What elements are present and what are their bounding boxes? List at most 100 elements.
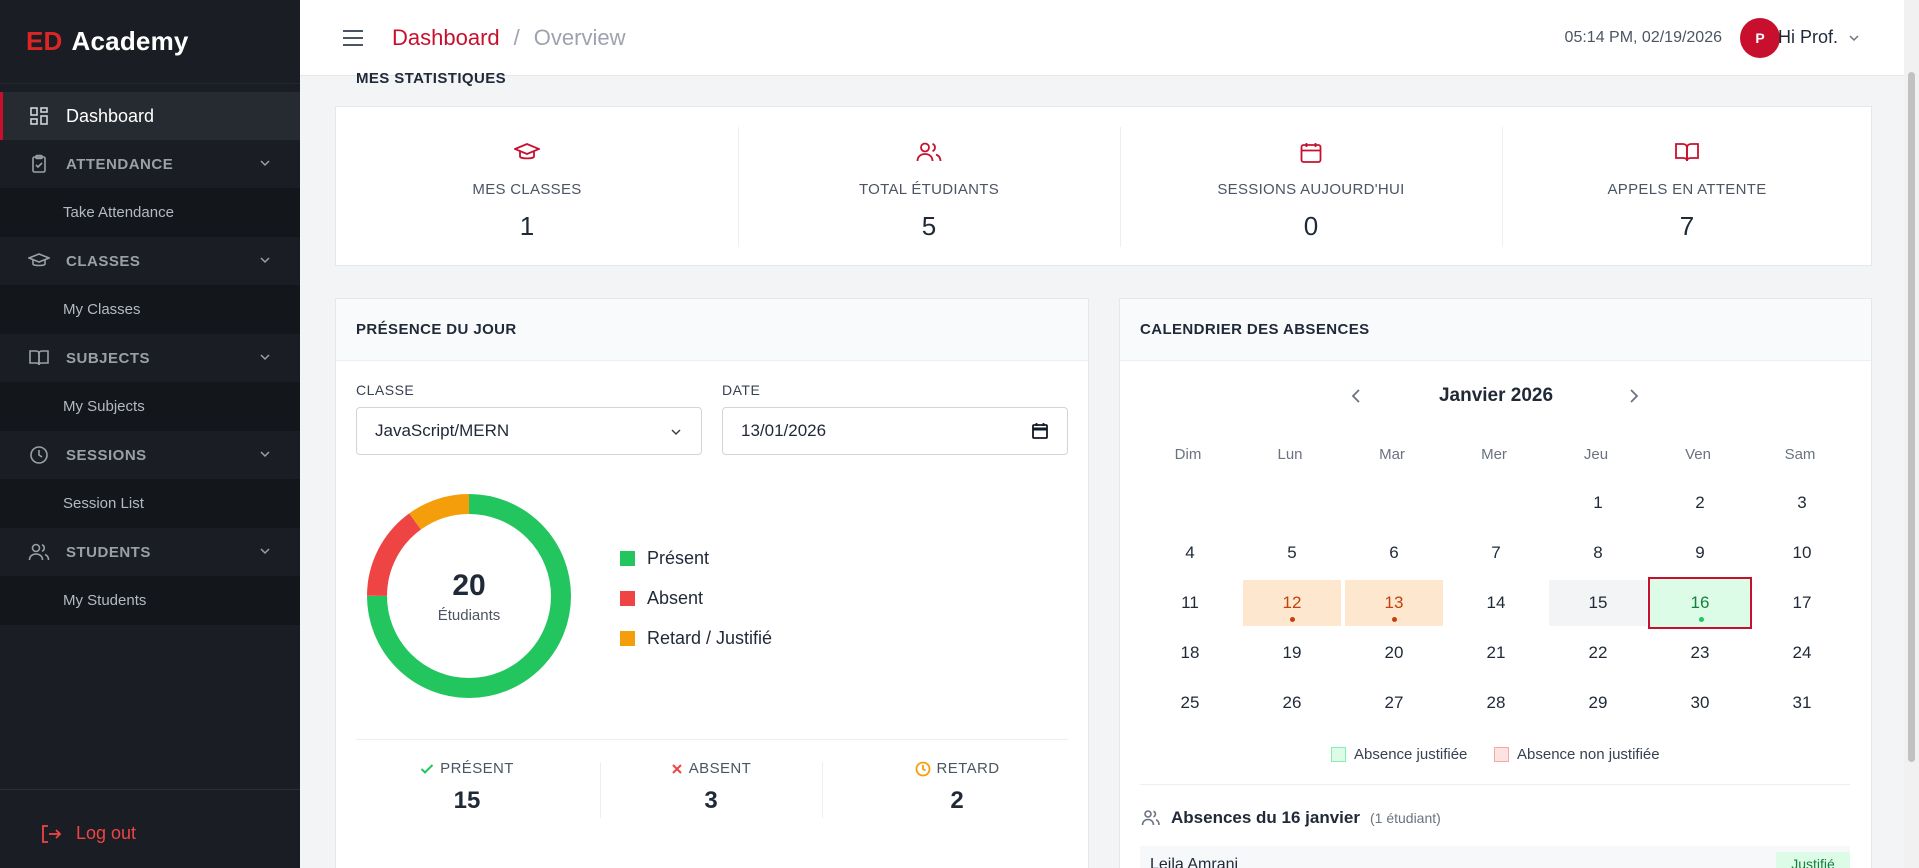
sidebar-section-sessions[interactable]: SESSIONS [0,431,300,479]
stat-divider [738,127,739,247]
summary-present-header: PRÉSENT [356,760,578,777]
calendar-month: Janvier 2026 [1438,385,1554,406]
menu-icon[interactable] [342,29,364,47]
calendar-day[interactable]: 1 [1593,493,1603,512]
calendar-day[interactable]: 26 [1282,693,1302,712]
legend-swatch [1331,747,1346,762]
summary-late-label: RETARD [936,760,1000,777]
legend-swatch [620,631,635,646]
calendar-day[interactable]: 22 [1588,643,1608,662]
calendar-day[interactable]: 14 [1486,593,1506,612]
date-label: DATE [722,382,761,398]
sidebar-item-my-students[interactable]: My Students [0,576,300,625]
sidebar-section-classes[interactable]: CLASSES [0,237,300,285]
calendar-day[interactable]: 21 [1486,643,1506,662]
breadcrumb-dashboard[interactable]: Dashboard [392,24,500,50]
next-month-button[interactable] [1626,388,1640,409]
sidebar-section-label: CLASSES [66,252,141,270]
brand-logo[interactable]: ED Academy [0,0,300,84]
legend-late: Retard / Justifié [620,628,772,649]
stat-total-students: TOTAL ÉTUDIANTS 5 [738,107,1120,267]
sidebar-section-subjects[interactable]: SUBJECTS [0,334,300,382]
sidebar-section-students[interactable]: STUDENTS [0,528,300,576]
calendar-day[interactable]: 6 [1389,543,1399,562]
calendar-icon[interactable] [1031,422,1049,440]
calendar-day[interactable]: 2 [1695,493,1705,512]
date-input[interactable]: 13/01/2026 [722,407,1068,455]
user-menu[interactable]: Hi Prof. [1778,27,1860,48]
sidebar-section-label: SUBJECTS [66,349,151,367]
calendar-day[interactable]: 5 [1287,543,1297,562]
calendar-divider [1140,784,1850,785]
calendar-day[interactable]: 23 [1690,643,1710,662]
sidebar-item-my-subjects[interactable]: My Subjects [0,382,300,431]
summary-separator [822,762,823,818]
stat-sessions-today: SESSIONS AUJOURD'HUI 0 [1120,107,1502,267]
calendar-day-selected[interactable]: 16 [1648,577,1752,629]
sidebar: ED Academy Dashboard ATTENDANCE Take Att… [0,0,300,868]
logout-button[interactable]: Log out [40,823,136,844]
avatar[interactable]: P [1740,17,1780,58]
absence-row[interactable]: Leila Amrani Justifié [1140,846,1850,868]
calendar-day[interactable]: 29 [1588,693,1608,712]
calendar-day[interactable]: 8 [1593,543,1603,562]
stat-divider [1120,127,1121,247]
chevron-down-icon [258,253,272,271]
sidebar-section-attendance[interactable]: ATTENDANCE [0,140,300,188]
absences-heading: Absences du 16 janvier (1 étudiant) [1141,808,1441,828]
chevron-right-icon [1626,388,1640,409]
calendar-day[interactable]: 17 [1792,593,1812,612]
donut-svg [367,494,571,698]
calendar-day[interactable]: 10 [1792,543,1812,562]
calendar-day[interactable]: 20 [1384,643,1404,662]
users-icon [1141,809,1161,827]
top-header: Dashboard / Overview 05:14 PM, 02/19/202… [300,0,1904,76]
calendar-day-unjustified[interactable]: 13 [1345,580,1443,626]
weekday-label: Dim [1174,446,1202,463]
calendar-day[interactable]: 4 [1185,543,1195,562]
legend-label: Absence justifiée [1354,746,1468,763]
sidebar-item-session-list[interactable]: Session List [0,479,300,528]
stat-label: MES CLASSES [472,181,582,198]
calendar-day[interactable]: 24 [1792,643,1812,662]
calendar-day-unjustified[interactable]: 12 [1243,580,1341,626]
presence-card: PRÉSENCE DU JOUR [335,298,1089,868]
sidebar-item-dashboard[interactable]: Dashboard [0,92,300,140]
calendar-day[interactable]: 25 [1180,693,1200,712]
scrollbar-thumb[interactable] [1908,72,1915,762]
brand-prefix: ED [26,26,63,56]
calendar-day[interactable]: 28 [1486,693,1506,712]
calendar-day[interactable]: 7 [1491,543,1501,562]
calendar-day[interactable]: 11 [1181,593,1199,612]
stat-value: 1 [519,211,535,241]
class-select[interactable]: JavaScript/MERN [356,407,702,455]
weekday-label: Sam [1784,446,1816,463]
calendar-day[interactable]: 30 [1690,693,1710,712]
users-icon [28,541,50,563]
summary-absent-label: ABSENT [688,760,752,777]
legend-label: Présent [647,548,710,568]
calendar-day[interactable]: 19 [1282,643,1302,662]
header-datetime: 05:14 PM, 02/19/2026 [1564,28,1722,46]
clock-icon [915,761,931,777]
chevron-left-icon [1350,388,1364,409]
calendar-day[interactable]: 18 [1180,643,1200,662]
calendar-day[interactable]: 27 [1384,693,1404,712]
legend-swatch [1494,747,1509,762]
prev-month-button[interactable] [1350,388,1364,409]
legend-unjustified: Absence non justifiée [1494,746,1660,763]
absence-dot [1290,617,1295,622]
sidebar-item-my-classes[interactable]: My Classes [0,285,300,334]
summary-late-header: RETARD [846,760,1068,777]
summary-late: RETARD 2 [846,760,1068,815]
presence-donut-chart: 20 Étudiants [365,492,573,700]
calendar-day[interactable]: 9 [1695,543,1705,562]
logout-label: Log out [76,823,137,843]
calendar-day[interactable]: 31 [1792,693,1812,712]
stat-divider [1502,127,1503,247]
sidebar-item-take-attendance[interactable]: Take Attendance [0,188,300,237]
chevron-down-icon [258,544,272,562]
calendar-day[interactable]: 3 [1797,493,1807,512]
calendar-day[interactable]: 15 [1549,580,1647,626]
stat-value: 7 [1679,211,1695,241]
